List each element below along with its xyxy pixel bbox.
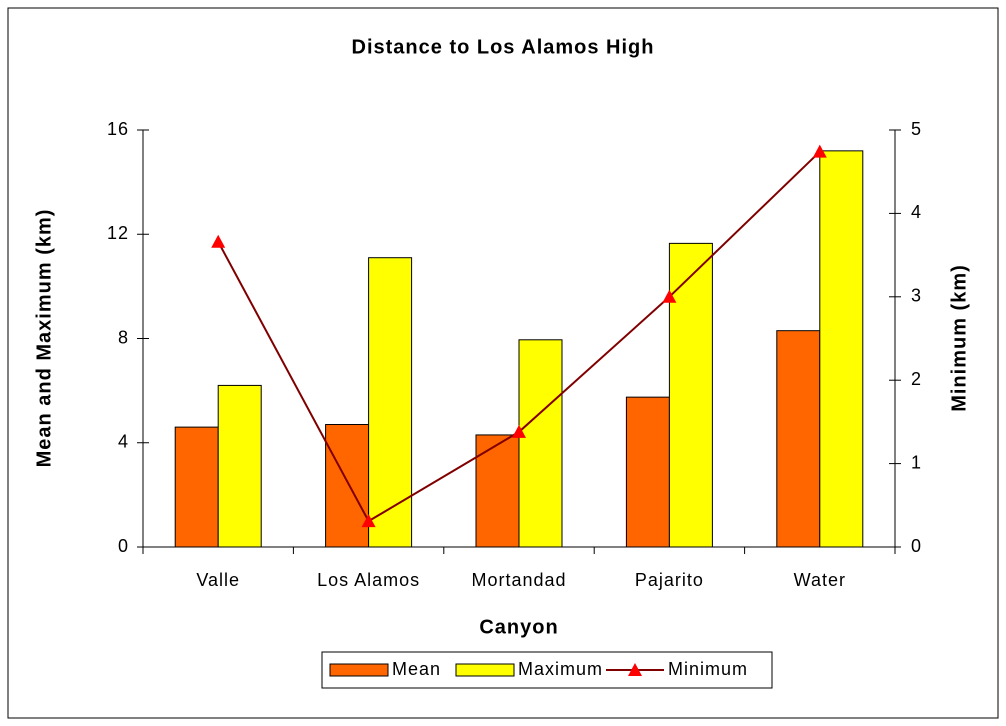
y-axis-label: Mean and Maximum (km) bbox=[33, 209, 55, 468]
marker bbox=[512, 424, 526, 438]
bar bbox=[518, 339, 563, 548]
marker bbox=[662, 289, 677, 303]
bar bbox=[174, 426, 219, 548]
bar bbox=[819, 150, 864, 548]
legend-swatch bbox=[455, 663, 515, 677]
y2-tick-label: 4 bbox=[911, 202, 922, 222]
bar bbox=[217, 384, 262, 548]
bar bbox=[475, 434, 520, 548]
y2-tick-label: 3 bbox=[911, 286, 922, 306]
bar bbox=[776, 330, 821, 548]
legend-label: Minimum bbox=[668, 659, 748, 679]
x-tick-label: Valle bbox=[196, 570, 240, 590]
bar bbox=[325, 424, 370, 548]
marker bbox=[211, 234, 226, 248]
y-tick-label: 0 bbox=[118, 536, 129, 556]
y-tick-label: 12 bbox=[107, 223, 129, 243]
x-tick-label: Los Alamos bbox=[317, 570, 420, 590]
marker bbox=[361, 514, 376, 528]
y-tick-label: 4 bbox=[118, 432, 129, 452]
x-axis-label: Canyon bbox=[479, 616, 558, 638]
marker bbox=[812, 144, 827, 158]
bar bbox=[368, 257, 413, 548]
y2-tick-label: 5 bbox=[911, 119, 922, 139]
x-tick-label: Mortandad bbox=[471, 570, 566, 590]
legend-label: Mean bbox=[392, 659, 441, 679]
legend-marker bbox=[628, 663, 642, 676]
y2-tick-label: 1 bbox=[911, 452, 922, 472]
chart-title: Distance to Los Alamos High bbox=[352, 36, 655, 58]
x-tick-label: Pajarito bbox=[635, 570, 704, 590]
legend-label: Maximum bbox=[518, 659, 603, 679]
y-tick-label: 8 bbox=[118, 327, 129, 347]
legend-box bbox=[321, 651, 773, 689]
x-tick-label: Water bbox=[794, 570, 846, 590]
y-tick-label: 16 bbox=[107, 119, 129, 139]
legend-swatch bbox=[329, 663, 389, 677]
y2-tick-label: 2 bbox=[911, 369, 922, 389]
y2-tick-label: 0 bbox=[911, 536, 922, 556]
bar bbox=[668, 242, 713, 548]
bar bbox=[625, 396, 670, 548]
y2-axis-label: Minimum (km) bbox=[948, 264, 970, 412]
